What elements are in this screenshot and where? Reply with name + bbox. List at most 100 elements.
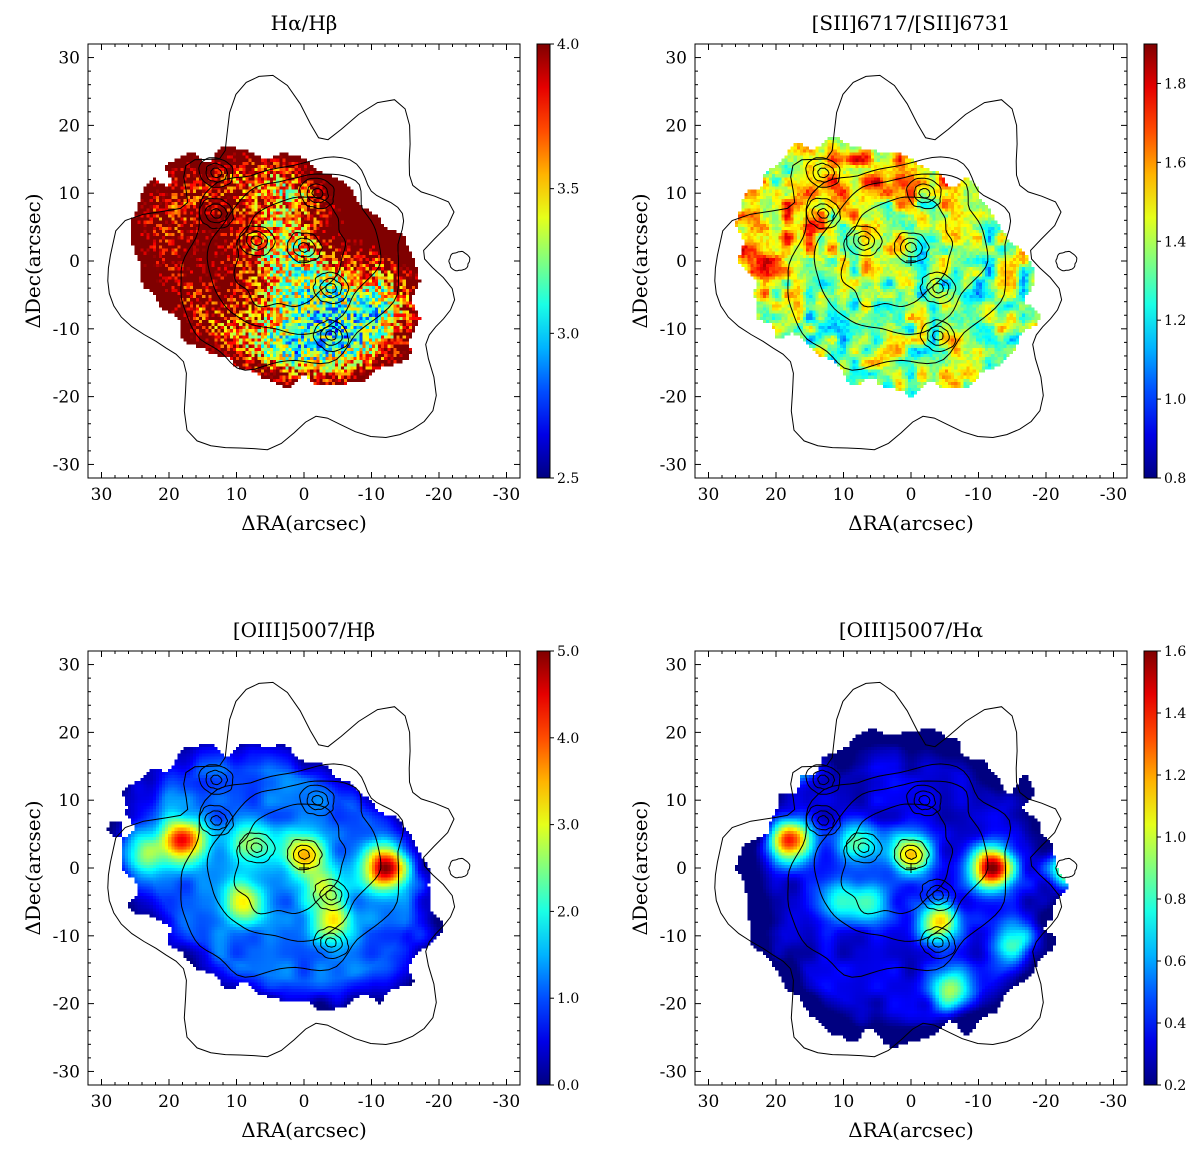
contour-knot [932, 330, 944, 341]
contour-knot [299, 177, 335, 210]
contour-knot [312, 271, 350, 305]
y-tick-label: 0 [69, 859, 80, 879]
x-tick-label: -30 [493, 485, 520, 505]
contour-knot [306, 790, 330, 811]
contour-knot [919, 926, 957, 959]
contour-knot [932, 890, 944, 901]
center-cross-marker [299, 863, 309, 873]
contour-knot [817, 208, 830, 219]
contour-knot [298, 242, 310, 253]
contour-knot [805, 197, 841, 230]
y-tick-label: -30 [660, 455, 687, 475]
contour-knot [198, 804, 234, 837]
contour-knot [918, 794, 931, 806]
contour-knot [845, 225, 883, 257]
x-tick-label: 30 [698, 485, 720, 505]
x-tick-label: 20 [158, 485, 180, 505]
contour-knot [325, 937, 337, 948]
x-tick-label: 30 [698, 1092, 720, 1112]
contour [787, 763, 1012, 978]
x-tick-label: -30 [1100, 1092, 1127, 1112]
contour-knot [805, 804, 841, 837]
x-tick-label: -10 [965, 1092, 992, 1112]
x-tick-label: -20 [1032, 1092, 1059, 1112]
contour-knot [857, 235, 870, 246]
contour-knot [899, 844, 923, 865]
y-tick-label: -30 [53, 1062, 80, 1082]
contour-lines [714, 74, 1078, 451]
x-axis-label: ΔRA(arcsec) [848, 511, 974, 535]
colorbar-tick-label: 1.4 [1164, 234, 1186, 250]
colorbar-tick-label: 1.8 [1164, 76, 1186, 92]
y-tick-label: 20 [665, 116, 687, 136]
colorbar-gradient [536, 43, 551, 479]
contour-knot [205, 769, 228, 790]
colorbar-tick-label: 1.0 [1164, 830, 1186, 846]
panel-title: [OIII]5007/Hβ [233, 618, 375, 642]
x-tick-label: 10 [833, 485, 855, 505]
contour-knot [250, 842, 263, 853]
y-tick-label: 30 [665, 49, 687, 69]
x-tick-label: 0 [906, 485, 917, 505]
contour-knot [320, 932, 343, 953]
contour-knot [204, 810, 228, 831]
contour-knot [805, 157, 841, 188]
colorbar-tick-label: 0.6 [1164, 954, 1186, 970]
contour-lines [107, 74, 471, 451]
contour-knot [932, 937, 944, 948]
contour-knot [238, 832, 276, 864]
contour-knot [320, 325, 343, 346]
x-tick-label: 30 [91, 1092, 113, 1112]
contour-knot [812, 162, 835, 183]
x-axis-label: ΔRA(arcsec) [241, 1118, 367, 1142]
contour-knot [817, 774, 830, 786]
y-tick-label: -20 [53, 995, 80, 1015]
contour-outer [714, 74, 1063, 451]
panel-4: 30 20 10 0 -10 -20 -30 -30 -20 -10 0 10 20 30 ΔRA(arcs… [628, 618, 1186, 1142]
contour-knot [853, 837, 875, 858]
colorbar-tick-label: 3.0 [557, 326, 579, 342]
panel-3: 30 20 10 0 -10 -20 -30 -30 -20 -10 0 10 20 30 ΔRA(arcs… [21, 618, 579, 1142]
contour-knot [306, 183, 330, 204]
colorbar-tick-label: 1.2 [1164, 768, 1186, 784]
x-tick-label: -10 [965, 485, 992, 505]
colorbar: 0.2 0.4 0.6 0.8 1.0 1.2 1.4 1.6 [1143, 644, 1186, 1094]
colorbar-tick-label: 1.0 [1164, 392, 1186, 408]
colorbar-tick-label: 0.4 [1164, 1016, 1186, 1032]
y-tick-label: -10 [660, 927, 687, 947]
contour [787, 156, 1012, 371]
y-tick-label: 20 [58, 116, 80, 136]
contour [233, 196, 347, 308]
contour-knot [198, 157, 234, 188]
x-tick-label: 0 [299, 1092, 310, 1112]
contour-knot [311, 794, 324, 806]
contour-knot [811, 810, 835, 831]
contour-outer [714, 681, 1063, 1058]
contour-knot [246, 230, 268, 251]
x-tick-label: 0 [906, 1092, 917, 1112]
y-axis-label: ΔDec(arcsec) [21, 193, 45, 328]
contour-knot [927, 932, 950, 953]
colorbar-gradient [1143, 650, 1158, 1086]
contour-knot [286, 838, 323, 871]
contour-knot [919, 878, 957, 912]
y-tick-label: 20 [58, 723, 80, 743]
contour-lines [714, 681, 1078, 1058]
colorbar-tick-label: 4.0 [557, 731, 579, 747]
contour-knot [286, 231, 323, 264]
colorbar-tick-label: 1.2 [1164, 313, 1186, 329]
y-tick-label: 0 [676, 252, 687, 272]
contour-knot [913, 790, 937, 811]
x-tick-label: 10 [226, 485, 248, 505]
contour [206, 173, 382, 335]
colorbar-tick-label: 2.0 [557, 904, 579, 920]
contour-knot [319, 884, 343, 906]
contour [840, 196, 954, 308]
panel-title: Hα/Hβ [271, 11, 338, 35]
x-tick-label: 20 [765, 485, 787, 505]
colorbar-tick-label: 0.2 [1164, 1078, 1186, 1094]
colorbar-tick-label: 1.0 [557, 991, 579, 1007]
contour-knot [805, 764, 841, 795]
y-tick-label: 10 [58, 184, 80, 204]
